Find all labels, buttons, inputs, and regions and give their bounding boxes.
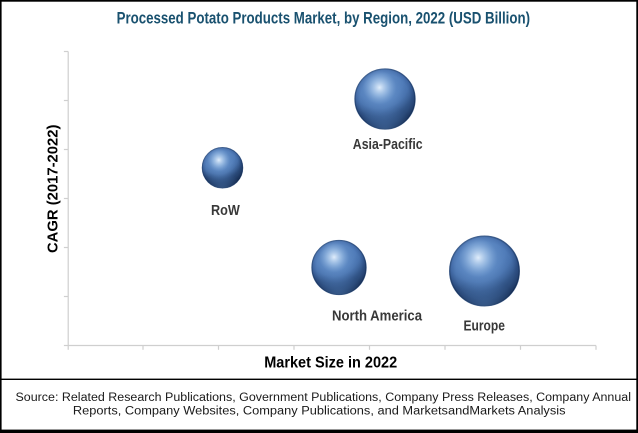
svg-text:CAGR (2017-2022): CAGR (2017-2022) — [45, 125, 62, 254]
svg-text:Europe: Europe — [464, 318, 505, 335]
svg-text:Reports, Company Websites, C: Reports, Company Websites, Company Publi… — [73, 406, 566, 418]
svg-text:RoW: RoW — [211, 202, 241, 219]
svg-text:Asia-Pacific: Asia-Pacific — [353, 136, 423, 153]
svg-text:North America: North America — [332, 308, 423, 325]
svg-text:Market Size in 2022: Market Size in 2022 — [264, 355, 397, 372]
svg-text:Source: Related Research Publ: Source: Related Research Publications, G… — [16, 392, 632, 404]
svg-text:Processed Potato Products Mark: Processed Potato Products Market, by Reg… — [117, 8, 530, 27]
